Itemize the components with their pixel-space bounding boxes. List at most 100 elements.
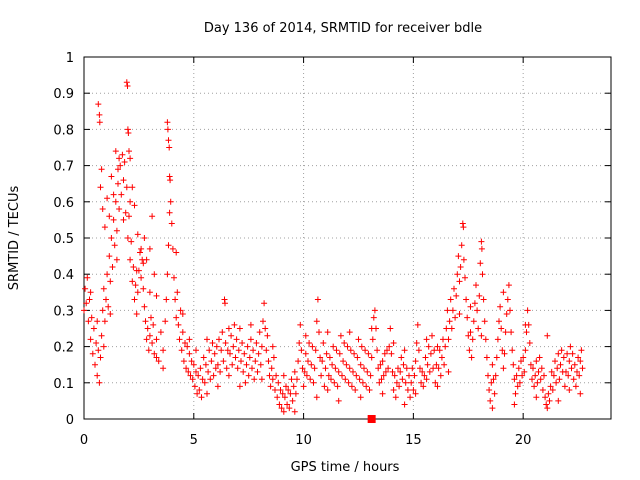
data-point — [378, 376, 385, 383]
data-point — [375, 365, 382, 372]
data-point — [409, 365, 416, 372]
data-point — [172, 296, 179, 303]
data-point — [119, 151, 126, 158]
data-point — [198, 394, 205, 401]
data-point — [346, 329, 353, 336]
data-point — [457, 264, 464, 270]
data-point — [149, 340, 156, 346]
data-point — [356, 376, 363, 383]
data-point — [273, 372, 280, 379]
data-point — [514, 383, 521, 390]
data-point — [165, 137, 172, 144]
data-point — [488, 379, 495, 386]
data-point — [109, 264, 116, 270]
data-point — [575, 354, 582, 361]
data-point — [205, 368, 212, 375]
data-point — [433, 361, 440, 368]
data-point — [209, 340, 216, 346]
data-point — [502, 329, 509, 336]
data-point — [216, 336, 222, 343]
x-tick-label: 20 — [515, 433, 532, 448]
data-point — [314, 296, 321, 303]
data-point — [257, 361, 264, 368]
data-point — [408, 379, 415, 386]
data-point — [357, 394, 364, 401]
y-axis-label: SRMTID / TECUs — [7, 186, 22, 291]
data-point — [554, 365, 561, 372]
data-point — [362, 347, 369, 354]
data-point — [115, 180, 121, 187]
data-point — [160, 347, 167, 354]
data-point — [477, 260, 484, 267]
data-point — [94, 372, 101, 379]
data-point — [511, 376, 518, 383]
data-point — [566, 358, 573, 365]
data-point — [445, 336, 452, 343]
data-point — [101, 224, 108, 231]
data-point — [175, 321, 182, 328]
data-point — [187, 372, 194, 379]
data-point — [256, 329, 263, 336]
data-point — [85, 318, 92, 325]
data-point — [234, 365, 241, 372]
data-point — [222, 340, 229, 346]
data-point — [118, 191, 125, 198]
data-point — [544, 405, 551, 412]
data-point — [138, 274, 145, 281]
data-point — [88, 314, 95, 321]
data-point — [197, 365, 204, 372]
data-point — [174, 289, 181, 296]
data-point — [504, 296, 511, 303]
data-point — [423, 336, 430, 343]
data-point — [121, 159, 128, 165]
data-point — [351, 350, 358, 357]
data-point — [157, 329, 164, 336]
data-point — [268, 365, 275, 372]
data-point — [232, 354, 239, 361]
data-point — [208, 358, 215, 365]
data-point — [417, 365, 423, 372]
data-point — [549, 387, 556, 393]
data-point — [125, 130, 132, 136]
data-point — [456, 311, 463, 317]
data-point — [233, 336, 240, 343]
data-point — [421, 372, 428, 379]
data-point — [446, 318, 453, 325]
data-point — [470, 318, 477, 325]
data-point — [218, 347, 225, 354]
data-point — [376, 379, 383, 386]
data-point — [414, 321, 421, 328]
data-point — [90, 325, 97, 332]
data-point — [297, 321, 304, 328]
data-point — [555, 397, 562, 404]
data-point — [445, 368, 452, 375]
data-point — [239, 340, 246, 346]
data-point — [412, 358, 419, 365]
data-point — [214, 383, 221, 390]
data-point — [413, 340, 420, 346]
data-point — [404, 387, 411, 393]
data-point — [546, 397, 553, 404]
data-point — [480, 296, 487, 303]
data-point — [166, 144, 173, 151]
data-point — [306, 340, 313, 346]
data-point — [171, 274, 177, 281]
data-point — [426, 368, 433, 375]
data-point — [82, 285, 89, 292]
data-point — [478, 238, 485, 245]
data-point — [292, 390, 299, 397]
data-point — [93, 340, 100, 346]
data-point — [131, 296, 138, 303]
data-point — [97, 354, 104, 361]
highlight-point — [367, 415, 376, 423]
data-point — [391, 372, 398, 379]
data-point — [556, 376, 563, 383]
data-point — [303, 372, 310, 379]
data-point — [515, 365, 522, 372]
data-point — [236, 325, 243, 332]
y-tick-label: 0.6 — [53, 196, 74, 211]
data-point — [390, 340, 397, 346]
data-point — [255, 350, 262, 357]
data-point — [98, 332, 105, 339]
data-point — [345, 379, 352, 386]
